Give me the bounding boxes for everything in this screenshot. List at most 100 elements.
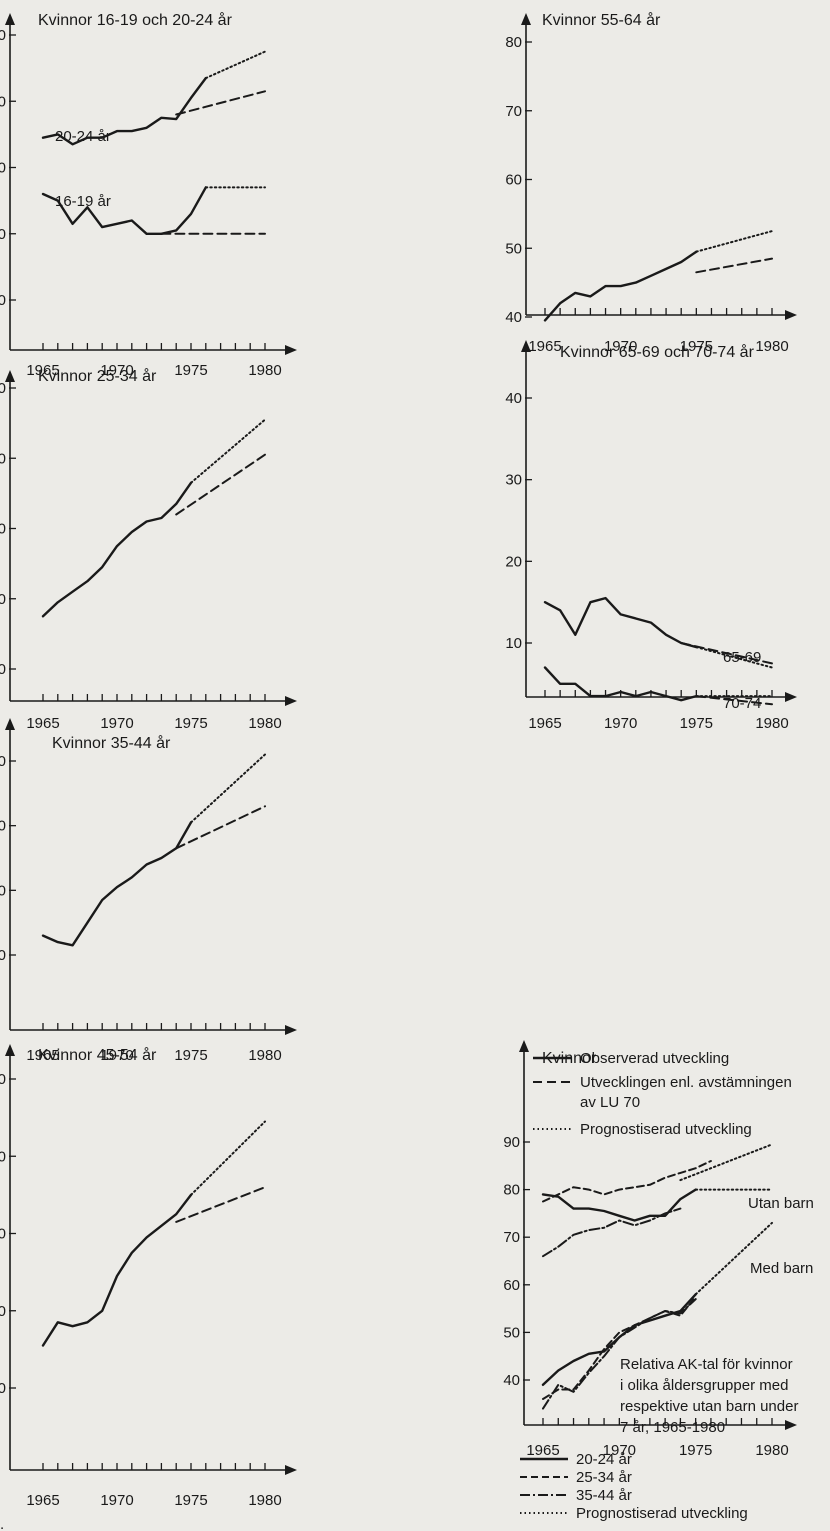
y-tick-label: 50 [0, 1380, 6, 1397]
y-axis-arrow [5, 718, 15, 730]
y-tick-label: 80 [0, 1148, 6, 1165]
panel-title: Kvinnor 16-19 och 20-24 år [38, 11, 233, 29]
series-line-observed [41, 186, 208, 236]
x-tick-label: 1980 [755, 338, 788, 355]
panel-p7: 1965 1970 1975 1980405060708090KvinnorUtan … [503, 1040, 814, 1459]
x-axis-arrow [785, 692, 797, 702]
y-tick-label: 60 [0, 160, 6, 177]
series-line-prognosis [694, 1221, 773, 1296]
x-tick-label: 1965 [26, 362, 59, 379]
series-line-prognosis [190, 753, 266, 824]
y-tick-label: 50 [505, 240, 522, 257]
x-tick-label: 1965 [528, 338, 561, 355]
series-label: 16-19 år [55, 193, 111, 210]
series-line-prognosis [204, 50, 266, 80]
series-line-lu70 [175, 453, 266, 516]
x-tick-label: 1965 [26, 1047, 59, 1064]
y-tick-label: 70 [0, 93, 6, 110]
panel-title: Kvinnor 25-34 år [38, 367, 157, 385]
x-tick-label: 1980 [248, 715, 281, 732]
y-tick-label: 40 [505, 390, 522, 407]
x-tick-label: 1970 [100, 1047, 133, 1064]
x-axis-arrow [785, 1420, 797, 1430]
series-label: Relativa AK-tal för kvinnor [620, 1356, 793, 1373]
y-tick-label: 60 [505, 172, 522, 189]
x-tick-label: 1975 [174, 715, 207, 732]
y-tick-label: 90 [0, 1071, 6, 1088]
legend-lu70-line1: Utvecklingen enl. avstämningen [580, 1074, 792, 1091]
y-tick-label: 60 [503, 1277, 520, 1294]
legend-lu70-line2: av LU 70 [580, 1094, 640, 1111]
x-tick-label: 1975 [679, 1442, 712, 1459]
x-tick-label: 1970 [604, 338, 637, 355]
legend-20-24: 20-24 år [576, 1451, 632, 1468]
x-tick-label: 1980 [248, 1047, 281, 1064]
series-line-prognosis [190, 1120, 266, 1196]
panel-p1: 1965 1970 1975 1980 40 50 60 70 80 Kvinnor 16-19 … [0, 11, 297, 379]
panel-title: Kvinnor 65-69 och 70-74 år [560, 343, 755, 361]
x-tick-label: 1975 [174, 1047, 207, 1064]
legend-prognosis: Prognostiserad utveckling [580, 1121, 752, 1138]
series-line-observed35 [542, 1298, 697, 1410]
panel-p2: 1965 1970 1975 1980 40 50 60 70 80 Kvinnor 55-64 … [505, 11, 797, 355]
x-axis-arrow [285, 345, 297, 355]
legend-prognosis-bottom: Prognostiserad utveckling [576, 1505, 748, 1522]
y-tick-label: 40 [503, 1372, 520, 1389]
y-tick-label: 10 [505, 635, 522, 652]
legend-35-44: 35-44 år [576, 1487, 632, 1504]
y-tick-label: 70 [505, 103, 522, 120]
series-line-observed [541, 1188, 697, 1222]
x-tick-label: 1965 [528, 715, 561, 732]
series-line-observed [41, 1193, 193, 1347]
series-line-observed [543, 250, 698, 322]
x-tick-label: 1970 [100, 362, 133, 379]
series-line-observed [543, 596, 698, 649]
x-tick-label: 1965 [526, 1442, 559, 1459]
y-tick-label: 90 [503, 1134, 520, 1151]
series-line-lu70 [695, 695, 773, 706]
x-axis-arrow [285, 1025, 297, 1035]
series-line-observed25 [542, 1160, 712, 1203]
y-tick-label: 80 [0, 450, 6, 467]
x-tick-label: 1970 [100, 1492, 133, 1509]
y-axis-arrow [5, 370, 15, 382]
x-tick-label: 1975 [174, 1492, 207, 1509]
x-tick-label: 1975 [680, 715, 713, 732]
y-tick-label: 20 [505, 553, 522, 570]
x-tick-label: 1980 [755, 715, 788, 732]
series-line-observed [41, 481, 193, 618]
y-axis-arrow [519, 1040, 529, 1052]
y-tick-label: 80 [0, 753, 6, 770]
panel-title: Kvinnor 45-54 år [38, 1046, 157, 1064]
series-line-lu70 [175, 1186, 266, 1223]
panel-title: Kvinnor 35-44 år [52, 734, 171, 752]
series-line-lu70 [175, 90, 266, 116]
y-tick-label: 40 [0, 292, 6, 309]
panel-p3: 1965 1970 1975 1980 50 60 70 80 90 Kvinnor 25-34 … [0, 367, 297, 732]
legend-observed: Observerad utveckling [580, 1050, 729, 1067]
y-axis-arrow [5, 1044, 15, 1056]
panel-title: Kvinnor 55-64 år [542, 11, 661, 29]
series-line-prognosis [695, 230, 773, 253]
y-tick-label: 90 [0, 380, 6, 397]
x-tick-label: 1975 [680, 338, 713, 355]
series-line-observed [41, 821, 193, 947]
x-tick-label: 1965 [26, 715, 59, 732]
panel-p6: 1965 1970 1975 1980 50 60 70 80 90 Kvinnor 45-54 … [0, 1044, 297, 1509]
y-tick-label: 60 [0, 1303, 6, 1320]
x-axis-arrow [285, 1465, 297, 1475]
y-tick-label: 80 [0, 27, 6, 44]
y-tick-label: 70 [503, 1229, 520, 1246]
legend-25-34: 25-34 år [576, 1469, 632, 1486]
y-tick-label: 50 [0, 226, 6, 243]
y-tick-label: 60 [0, 882, 6, 899]
series-line-observed [543, 666, 698, 702]
series-label: 20-24 år [55, 128, 111, 145]
series-label: respektive utan barn under [620, 1398, 798, 1415]
y-axis-arrow [5, 13, 15, 25]
series-line-prognosis [190, 418, 266, 484]
x-tick-label: 1970 [604, 715, 637, 732]
y-tick-label: 70 [0, 521, 6, 538]
x-tick-label: 1975 [174, 362, 207, 379]
